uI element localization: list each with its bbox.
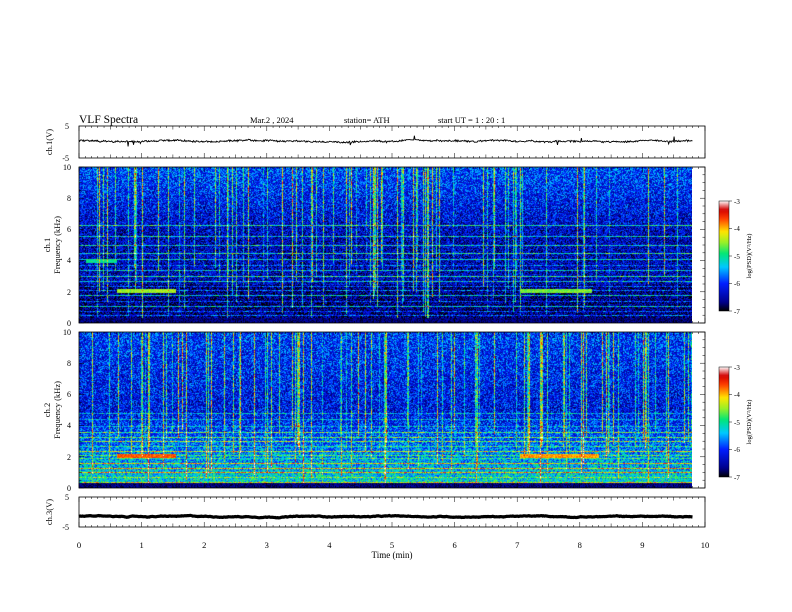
ch2-freq-tick-8: 8 <box>67 359 71 368</box>
ylabel-line: ch.2 <box>42 403 52 417</box>
ylabel-line: Frequency (kHz) <box>52 216 62 274</box>
ch3-waveform-panel: 5 -5 ch.3(V) <box>44 493 706 532</box>
ch2-freq-tick-2: 2 <box>67 453 71 462</box>
ch1-spectrogram-ticks <box>78 166 706 324</box>
figure-title: VLF Spectra <box>79 114 138 126</box>
time-tick-label: 5 <box>390 540 394 550</box>
ch2-freq-tick-10: 10 <box>63 328 71 337</box>
ch1-waveform-frame <box>78 125 706 159</box>
ylabel-line: ch.1 <box>42 238 52 252</box>
time-tick-label: 8 <box>578 540 582 550</box>
time-tick-label: 0 <box>77 540 81 550</box>
ch1-colorbar-tick-7: -7 <box>734 308 740 316</box>
ch3-waveform-trace <box>78 513 693 520</box>
ch1-waveform-panel: 5 -5 ch.1(V) <box>44 122 706 163</box>
ch1-freq-tick-2: 2 <box>67 288 71 297</box>
ch1-colorbar-tick-6: -6 <box>734 280 740 288</box>
ch1-colorbar-tick-4: -4 <box>734 225 740 233</box>
ch2-colorbar-tick-7: -7 <box>734 474 740 482</box>
ch1-freq-tick-4: 4 <box>67 256 71 265</box>
time-tick-label: 1 <box>139 540 143 550</box>
ch1-colorbar-gradient <box>718 200 730 312</box>
ch2-colorbar: -3 -4 -5 -6 -7 log(PSD)(V²/Hz) <box>718 364 753 482</box>
ch1-spectrogram-ylabel: ch.1Frequency (kHz) <box>42 216 62 274</box>
ch2-spectrogram-image <box>79 332 692 488</box>
header-start-time: start UT = 1 : 20 : 1 <box>438 115 505 125</box>
ch1-ytick-top: 5 <box>65 122 69 131</box>
ch1-colorbar-tick-3: -3 <box>734 198 740 206</box>
header-date: Mar.2 , 2024 <box>250 115 294 125</box>
ch3-ytick-bottom: -5 <box>62 523 69 532</box>
ch2-spectrogram-ticks <box>78 331 706 489</box>
ch1-colorbar-ticks <box>729 200 732 312</box>
time-axis-label: Time (min) <box>372 550 413 560</box>
ch3-ytick-top: 5 <box>65 493 69 502</box>
ch1-ytick-bottom: -5 <box>62 154 69 163</box>
ch2-colorbar-label: log(PSD)(V²/Hz) <box>746 400 753 445</box>
ch2-freq-tick-6: 6 <box>67 390 71 399</box>
ch1-spectrogram-panel: 0 2 4 6 8 10 ch.1Frequency (kHz) <box>42 163 706 328</box>
header-station: station= ATH <box>344 115 390 125</box>
ch1-colorbar-tick-5: -5 <box>734 253 740 261</box>
ch2-colorbar-tick-3: -3 <box>734 364 740 372</box>
time-tick-label: 6 <box>452 540 456 550</box>
time-tick-label: 4 <box>327 540 332 550</box>
ch2-colorbar-tick-4: -4 <box>734 391 740 399</box>
time-tick-label: 7 <box>515 540 519 550</box>
ch1-freq-tick-0: 0 <box>67 319 71 328</box>
ch2-spectrogram-panel: 0 2 4 6 8 10 ch.2Frequency (kHz) <box>42 328 706 493</box>
ch2-spectrogram-ylabel: ch.2Frequency (kHz) <box>42 381 62 439</box>
time-axis-tick-labels: 0 1 2 3 4 5 6 7 8 9 10 <box>77 540 709 550</box>
ch2-colorbar-tick-5: -5 <box>734 419 740 427</box>
ch1-freq-tick-8: 8 <box>67 194 71 203</box>
ch2-colorbar-ticks <box>729 366 732 478</box>
ch2-colorbar-tick-6: -6 <box>734 446 740 454</box>
ch2-colorbar-gradient <box>718 366 730 478</box>
ylabel-line: Frequency (kHz) <box>52 381 62 439</box>
ch1-waveform-trace <box>78 135 693 147</box>
ch1-freq-tick-6: 6 <box>67 225 71 234</box>
ch3-waveform-ticks <box>78 497 706 527</box>
time-tick-label: 9 <box>640 540 644 550</box>
ch1-colorbar-label: log(PSD)(V²/Hz) <box>746 234 753 279</box>
ch2-freq-tick-0: 0 <box>67 484 71 493</box>
time-tick-label: 3 <box>265 540 269 550</box>
ch2-freq-tick-4: 4 <box>67 421 71 430</box>
time-tick-label: 2 <box>202 540 206 550</box>
ch1-waveform-ticks <box>78 126 706 158</box>
ch1-spectrogram-image <box>79 167 692 323</box>
ch1-waveform-ylabel: ch.1(V) <box>44 129 54 155</box>
ch1-freq-tick-10: 10 <box>63 163 71 172</box>
ch1-colorbar: -3 -4 -5 -6 -7 log(PSD)(V²/Hz) <box>718 198 753 316</box>
ch3-waveform-ylabel: ch.3(V) <box>44 499 54 525</box>
time-tick-label: 10 <box>701 540 710 550</box>
